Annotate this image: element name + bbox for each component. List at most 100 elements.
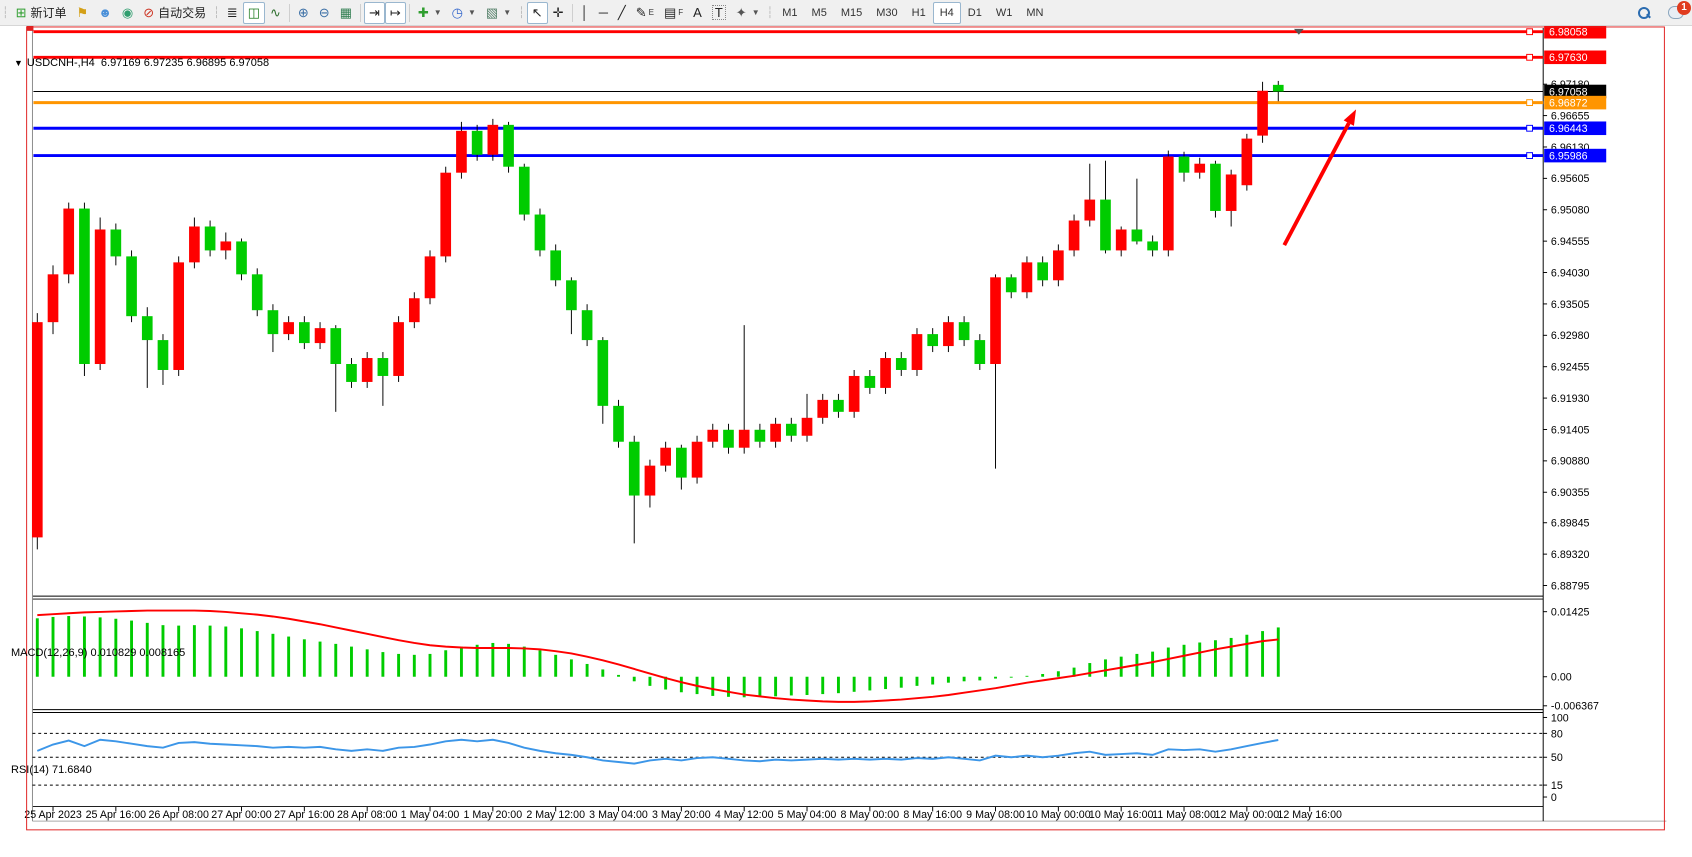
candle (1210, 163, 1221, 211)
fibonacci-button[interactable]: ▤ F (663, 5, 684, 20)
chart-shift-button[interactable]: ↦ (384, 1, 406, 24)
candle (1162, 156, 1174, 251)
candle (1021, 262, 1033, 293)
candle (377, 358, 389, 376)
candle (518, 166, 530, 215)
chat-button[interactable]: 1 (1668, 1, 1691, 19)
price-line-handle[interactable] (1526, 99, 1534, 107)
toolbar-grip[interactable]: ┆ (213, 7, 220, 19)
candle (676, 447, 687, 478)
price-line-handle[interactable] (1526, 53, 1534, 61)
timeframe-button-w1[interactable]: W1 (995, 6, 1013, 19)
time-tick-label: 1 May 20:00 (464, 809, 523, 821)
new-chart-button[interactable]: ✚ ▼ (413, 2, 447, 24)
user-icon: ☻ (98, 5, 112, 20)
candle (47, 274, 59, 323)
timeframe-button-m5[interactable]: M5 (811, 6, 827, 19)
candle (943, 322, 954, 347)
timeframe-toolbar: M1 M5 M15 M30 H1 H4 D1 W1 MN (775, 1, 1050, 24)
candle (1241, 138, 1253, 186)
zoom-out-button[interactable]: ⊖ (314, 2, 335, 24)
trend-arrow[interactable] (1282, 122, 1351, 247)
price-line-label: 6.95986 (1549, 150, 1588, 162)
chart-shift-icon: ↦ (389, 5, 401, 20)
toolbar-grip[interactable]: ┆ (518, 7, 525, 19)
candle (691, 441, 703, 478)
candle (801, 417, 813, 436)
chart-canvas[interactable]: 6.971806.966556.961306.956056.950806.945… (0, 26, 1692, 857)
price-line-label: 6.97058 (1549, 86, 1588, 98)
text-button[interactable]: A (688, 2, 707, 24)
candle (63, 208, 75, 275)
candle (848, 375, 860, 412)
collapse-arrow-icon[interactable]: ▼ (14, 58, 23, 68)
price-tick-label: 6.94555 (1551, 236, 1590, 248)
zoom-in-icon: ⊕ (297, 5, 309, 20)
chart-shift-marker[interactable] (1293, 28, 1304, 35)
trendline-button[interactable]: ╱ (613, 2, 631, 24)
timeframe-button-m30[interactable]: M30 (876, 6, 898, 19)
zoom-in-button[interactable]: ⊕ (293, 2, 314, 24)
periods-button[interactable]: ◷ ▼ (447, 2, 481, 24)
tile-windows-button[interactable]: ▦ (335, 2, 357, 24)
auto-scroll-button[interactable]: ⇥ (364, 1, 385, 24)
timeframe-button-mn[interactable]: MN (1026, 6, 1044, 19)
candle (738, 429, 750, 448)
timeframe-button-d1[interactable]: D1 (967, 6, 982, 19)
toolbar-separator (288, 3, 290, 22)
candle (817, 399, 829, 418)
timeframe-button-h4[interactable]: H4 (932, 1, 961, 24)
price-line-handle[interactable] (1526, 152, 1534, 159)
time-tick-label: 10 May 16:00 (1089, 809, 1154, 821)
candle (393, 322, 404, 376)
timeframe-button-m1[interactable]: M1 (782, 6, 798, 19)
time-tick-label: 12 May 00:00 (1215, 809, 1280, 821)
alerts-button[interactable]: ⚑ (72, 2, 94, 24)
new-order-icon: ⊞ (15, 5, 27, 20)
timeframe-button-h1[interactable]: H1 (911, 6, 926, 19)
signals-button[interactable]: ◉ (117, 2, 138, 24)
candle (1005, 277, 1017, 293)
price-line-label-box (1544, 95, 1607, 110)
candle (581, 310, 593, 341)
time-tick-label: 3 May 20:00 (652, 809, 711, 821)
chart-symbol-period: USDCNH-,H4 (26, 57, 95, 69)
candle (534, 214, 546, 251)
candle (220, 241, 232, 251)
bar-chart-button[interactable]: ≣ (222, 2, 243, 24)
price-line-handle[interactable] (1526, 124, 1534, 132)
toolbar-grip[interactable]: ┆ (766, 7, 774, 19)
price-tick-label: 6.89845 (1551, 518, 1590, 530)
candlestick-chart-button[interactable]: ◫ (242, 1, 265, 24)
timeframe-button-m15[interactable]: M15 (840, 6, 863, 19)
arrows-button[interactable]: ✦ ▼ (731, 2, 765, 24)
vertical-line-button[interactable]: │ (576, 2, 594, 24)
price-tick-label: 6.96655 (1551, 110, 1590, 122)
time-tick-label: 8 May 16:00 (903, 809, 962, 821)
line-chart-button[interactable]: ∿ (265, 2, 286, 24)
candle (173, 262, 185, 370)
crosshair-button[interactable]: ✛ (548, 2, 569, 24)
candle (895, 358, 907, 370)
templates-button[interactable]: ▧ ▼ (481, 2, 516, 24)
trend-arrow-head (1343, 109, 1357, 126)
search-button[interactable] (1632, 2, 1656, 24)
candle (267, 310, 279, 335)
horizontal-line-button[interactable]: ─ (594, 2, 613, 24)
toolbar-grip[interactable]: ┆ (2, 7, 9, 19)
cursor-button[interactable]: ↖ (526, 1, 548, 24)
candle (471, 130, 483, 155)
chart-window: 6.971806.966556.961306.956056.950806.945… (0, 26, 1692, 857)
community-button[interactable]: ☻ (93, 2, 117, 24)
new-order-button[interactable]: ⊞ 新订单 (11, 2, 72, 24)
candlestick-icon: ◫ (247, 5, 260, 20)
autotrading-button[interactable]: ⊘ 自动交易 (138, 2, 211, 24)
chart-ohlc-values: 6.97169 6.97235 6.96895 6.97058 (100, 57, 270, 69)
text-label-button[interactable]: T (707, 2, 731, 24)
candle (424, 256, 436, 299)
template-icon: ▧ (485, 5, 499, 20)
clock-icon: ◷ (451, 5, 463, 20)
price-line-handle[interactable] (1526, 28, 1534, 36)
active-chart-frame-handle[interactable] (26, 26, 34, 31)
equidistant-channel-button[interactable]: ✎ E (635, 5, 654, 20)
